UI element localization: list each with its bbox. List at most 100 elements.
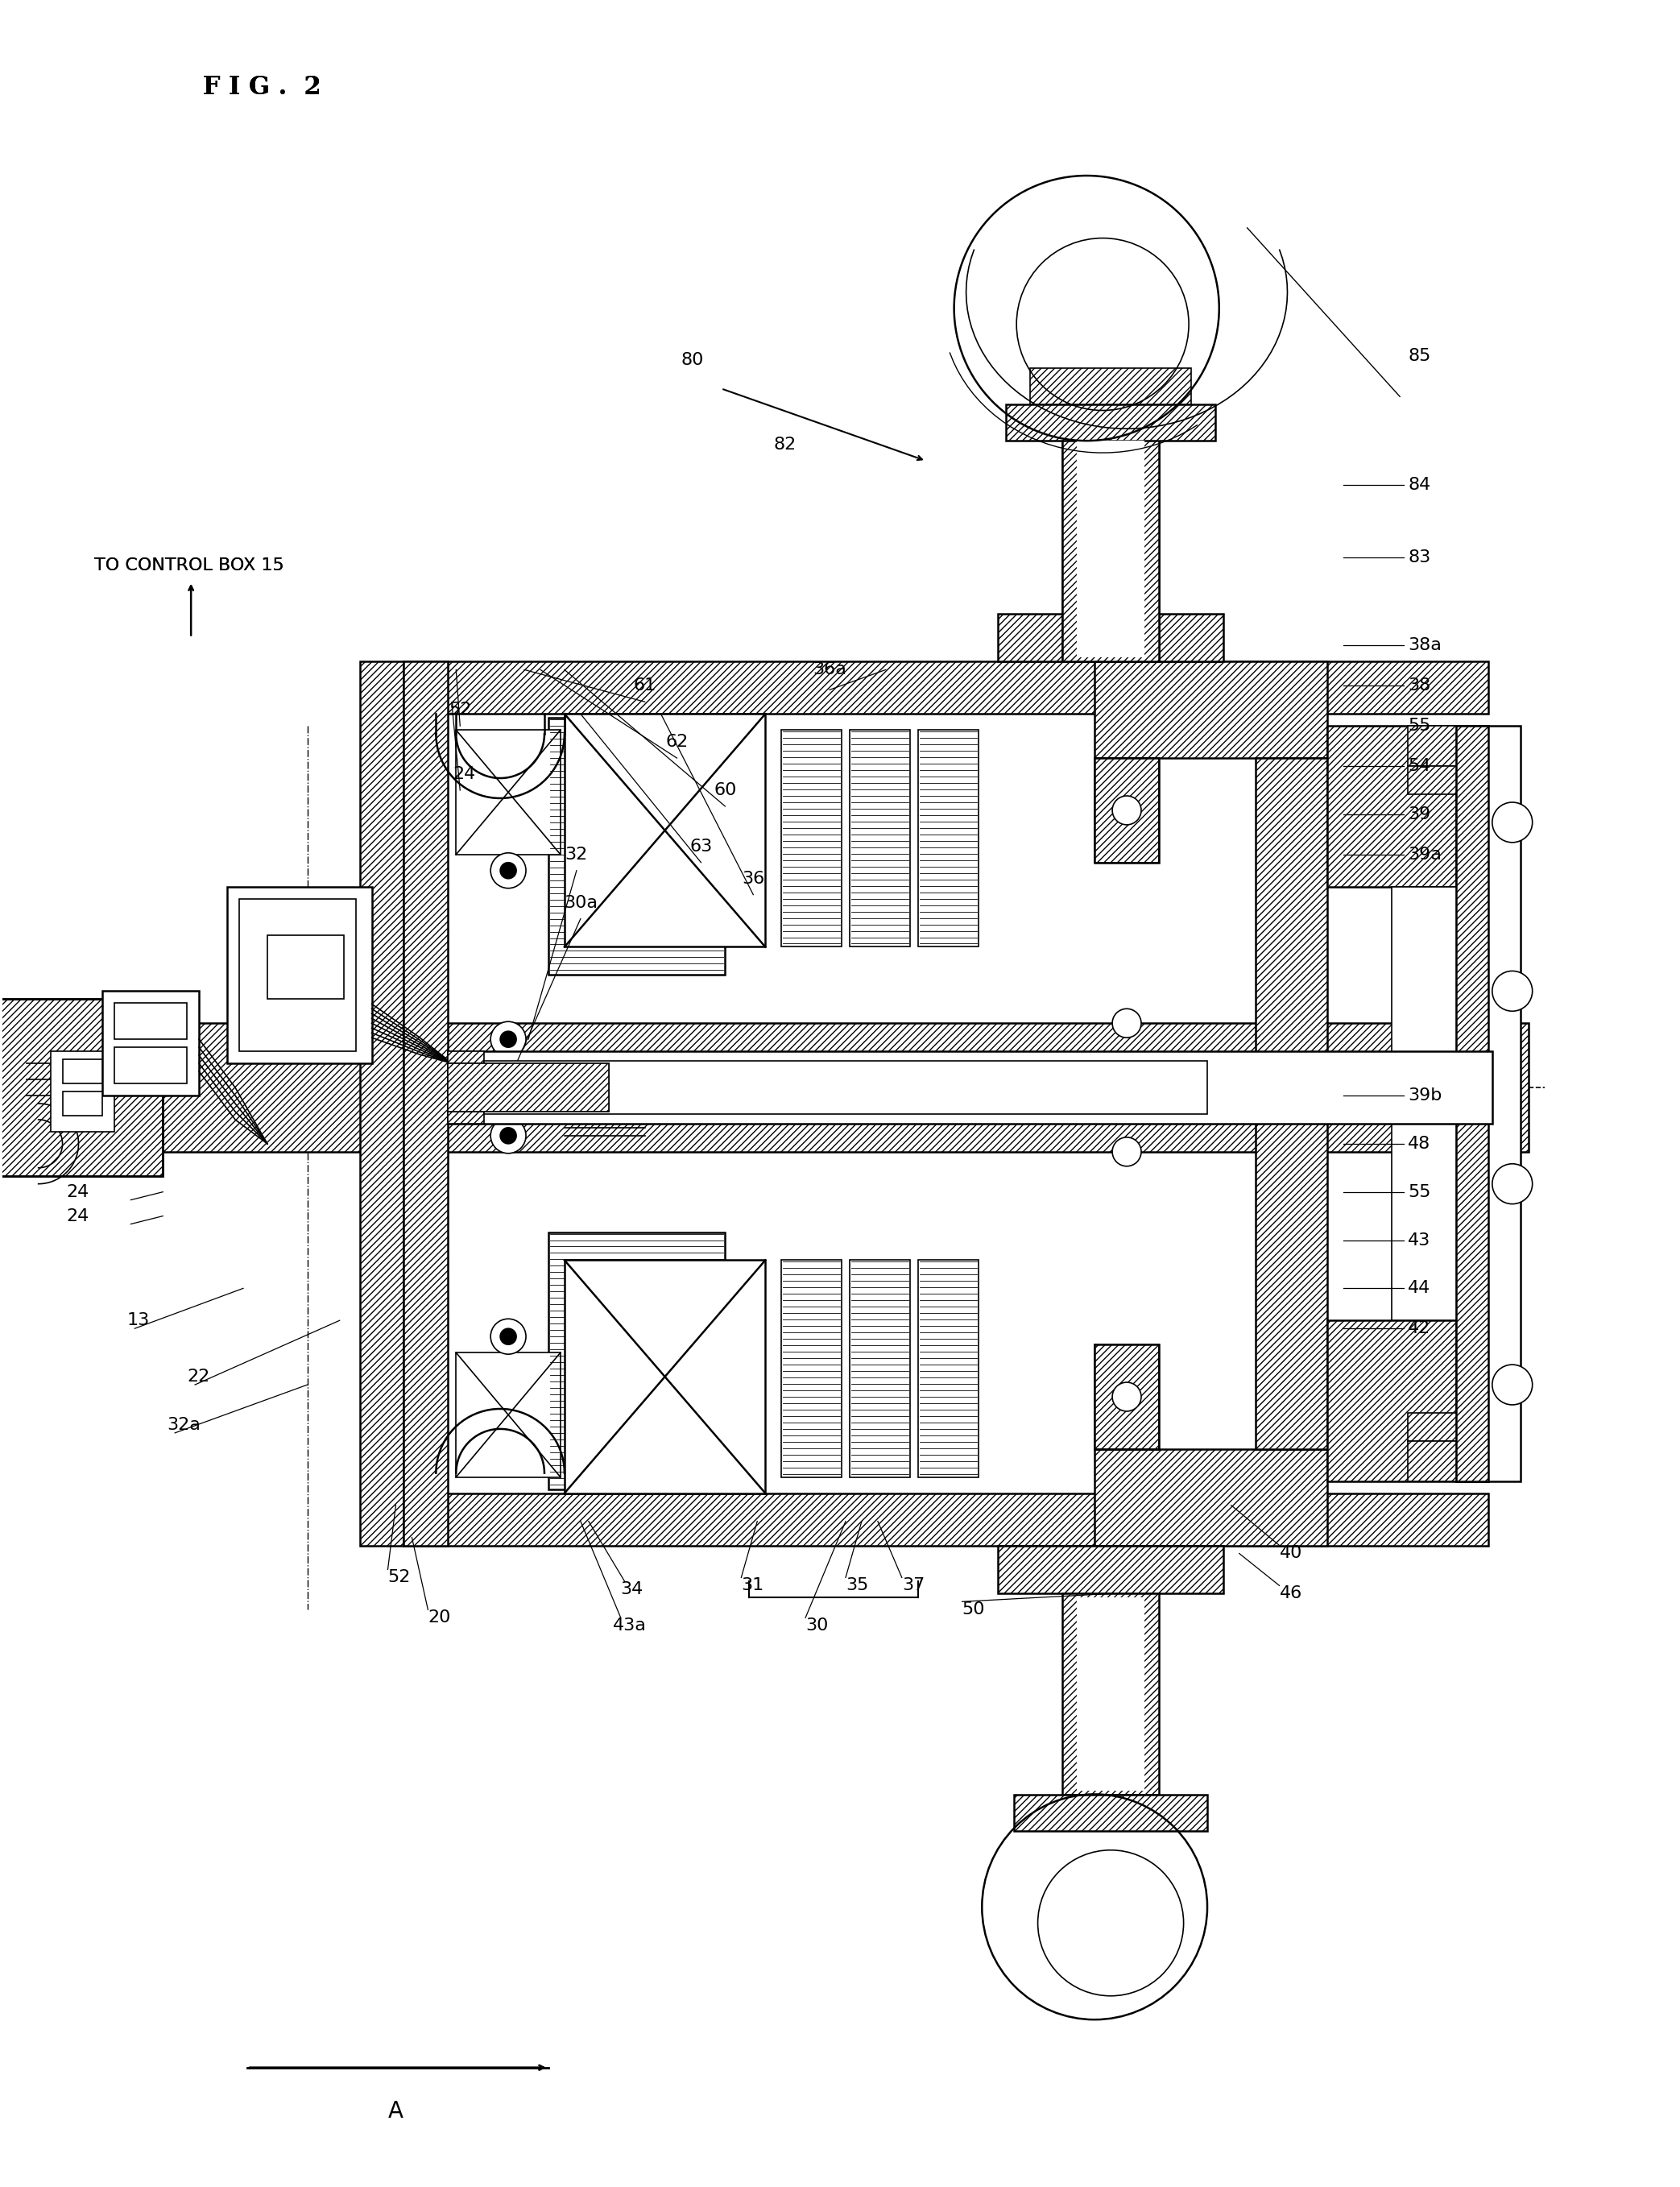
Bar (267, 934, 344, 999)
Bar (1062, 437, 1159, 663)
Bar (564, 713, 766, 947)
Text: 46: 46 (1280, 1586, 1302, 1601)
Circle shape (491, 853, 526, 888)
Bar (1327, 1321, 1488, 1481)
Text: 13: 13 (126, 1312, 150, 1328)
Bar (1077, 1599, 1144, 1791)
Bar (0, 999, 163, 1177)
Text: 62: 62 (665, 735, 689, 750)
Bar (1095, 1450, 1327, 1546)
Bar (781, 730, 842, 947)
Text: 34: 34 (620, 1581, 643, 1599)
Bar (1095, 1345, 1159, 1450)
Circle shape (1492, 803, 1532, 842)
Bar (781, 1260, 842, 1476)
Bar (917, 1260, 978, 1476)
Text: 38a: 38a (1408, 639, 1441, 654)
Bar (564, 1260, 766, 1494)
Text: 24: 24 (67, 1207, 89, 1225)
Bar (1095, 759, 1159, 862)
Text: 43: 43 (1408, 1231, 1431, 1249)
Text: 24: 24 (452, 765, 475, 783)
Bar (1327, 726, 1488, 886)
Bar (360, 663, 403, 1546)
Bar (998, 1546, 1223, 1594)
Bar (455, 730, 561, 855)
Text: 50: 50 (963, 1601, 984, 1618)
Bar (1457, 726, 1520, 1481)
Text: 85: 85 (1408, 348, 1431, 365)
Circle shape (491, 1319, 526, 1354)
Text: 36: 36 (743, 870, 764, 886)
Bar (449, 1052, 484, 1124)
Circle shape (491, 1021, 526, 1056)
Bar (548, 1231, 726, 1489)
Bar (1408, 765, 1457, 794)
Bar (1095, 1345, 1159, 1450)
Text: 39a: 39a (1408, 846, 1441, 862)
Text: 80: 80 (680, 352, 704, 367)
Bar (449, 1063, 608, 1111)
Circle shape (501, 1128, 516, 1144)
Bar (102, 991, 198, 1096)
Bar (114, 1004, 186, 1039)
Bar (403, 663, 1488, 713)
Bar (1408, 726, 1457, 765)
Bar (850, 1260, 911, 1476)
Bar (850, 730, 911, 947)
Bar (484, 1061, 1206, 1113)
Text: 30a: 30a (564, 894, 598, 910)
Bar (1408, 1413, 1457, 1441)
Text: TO CONTROL BOX 15: TO CONTROL BOX 15 (94, 558, 284, 573)
Text: 60: 60 (714, 783, 736, 798)
Text: 42: 42 (1408, 1321, 1431, 1336)
Text: 36a: 36a (813, 663, 847, 678)
Bar (239, 899, 356, 1052)
Circle shape (1112, 1382, 1141, 1411)
Bar (227, 886, 371, 1063)
Text: TO CONTROL BOX 15: TO CONTROL BOX 15 (94, 558, 284, 573)
Bar (1077, 442, 1144, 658)
Bar (114, 1048, 186, 1083)
Bar (548, 717, 726, 975)
Bar (917, 730, 978, 947)
Text: 30: 30 (805, 1618, 828, 1634)
Bar (1030, 367, 1191, 405)
Bar (1255, 759, 1327, 1450)
Text: 63: 63 (690, 838, 712, 855)
Bar (62, 1059, 102, 1083)
Text: 31: 31 (741, 1577, 764, 1594)
Bar (998, 615, 1223, 663)
Text: 35: 35 (845, 1577, 869, 1594)
Text: 40: 40 (1280, 1546, 1302, 1562)
Text: 32a: 32a (166, 1417, 200, 1432)
Text: 84: 84 (1408, 477, 1431, 492)
Text: 43a: 43a (613, 1618, 647, 1634)
Text: 32: 32 (564, 846, 588, 862)
Bar (62, 1091, 102, 1115)
Circle shape (1112, 1137, 1141, 1166)
Bar (449, 1052, 1492, 1124)
Bar (403, 1494, 1488, 1546)
Text: 44: 44 (1408, 1279, 1431, 1297)
Bar (455, 1352, 561, 1476)
Bar (163, 1024, 1529, 1153)
Text: 52: 52 (388, 1570, 410, 1586)
Text: 55: 55 (1408, 717, 1431, 735)
Text: 22: 22 (186, 1369, 210, 1384)
Bar (1062, 437, 1159, 663)
Text: 20: 20 (428, 1610, 450, 1625)
Circle shape (1492, 971, 1532, 1010)
Circle shape (491, 1118, 526, 1153)
Text: 37: 37 (902, 1577, 924, 1594)
Circle shape (501, 1032, 516, 1048)
Circle shape (1112, 1008, 1141, 1037)
Text: 24: 24 (67, 1183, 89, 1201)
Bar (1062, 1594, 1159, 1796)
Text: 83: 83 (1408, 549, 1431, 564)
Text: F I G .  2: F I G . 2 (203, 74, 321, 101)
Bar (1408, 1441, 1457, 1481)
Circle shape (1492, 1163, 1532, 1205)
Circle shape (501, 862, 516, 879)
Text: 38: 38 (1408, 678, 1431, 693)
